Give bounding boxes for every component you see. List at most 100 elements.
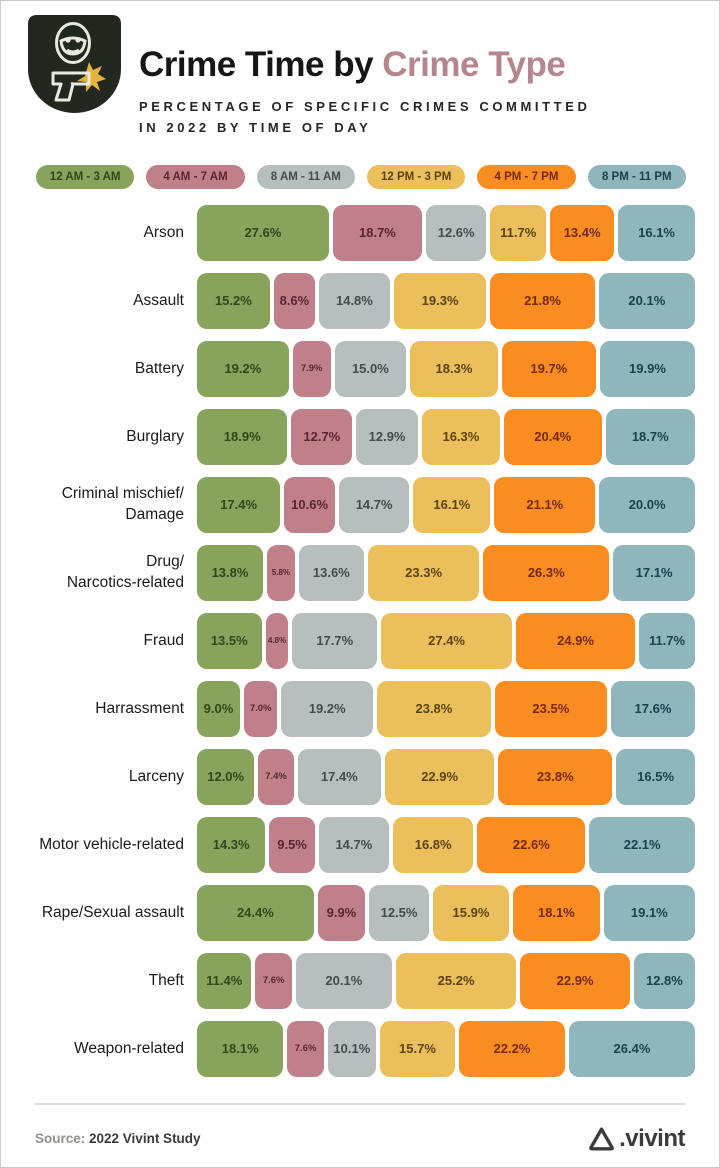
bar-segment: 10.1%	[327, 1020, 376, 1077]
chart-row: Fraud 13.5% 4.8% 17.7% 27.4% 24.9% 11.7%	[29, 612, 695, 669]
bar-segments: 19.2% 7.9% 15.0% 18.3% 19.7% 19.9%	[197, 340, 696, 397]
bar-segment: 17.1%	[613, 544, 695, 601]
legend-pill-2: 4 AM - 7 AM	[146, 164, 245, 189]
bar-segment: 17.6%	[610, 680, 696, 737]
bar-segment: 15.0%	[334, 340, 407, 397]
bar-segment: 19.9%	[599, 340, 696, 397]
bar-segments: 18.9% 12.7% 12.9% 16.3% 20.4% 18.7%	[197, 408, 695, 465]
robber-gun-badge-icon	[26, 13, 123, 113]
row-label: Drug/Narcotics-related	[66, 553, 184, 591]
header: Crime Time by Crime Type PERCENTAGE OF S…	[1, 11, 719, 139]
bar-segment: 12.6%	[426, 204, 487, 261]
title-block: Crime Time by Crime Type PERCENTAGE OF S…	[139, 13, 590, 139]
row-label: Assault	[133, 291, 184, 309]
legend-pill-1: 12 AM - 3 AM	[36, 164, 135, 189]
bar-segment: 22.2%	[458, 1020, 565, 1077]
bar-segment: 22.9%	[384, 748, 495, 805]
bar-segment: 20.1%	[598, 272, 695, 329]
bar-segment: 26.4%	[568, 1020, 696, 1077]
page-title: Crime Time by Crime Type	[139, 45, 590, 84]
title-black: Crime Time by	[139, 45, 383, 84]
brand-text: .vivint	[619, 1124, 685, 1152]
source-label: Source:	[35, 1131, 86, 1147]
bar-segment: 17.7%	[292, 612, 378, 669]
chart-row: Drug/Narcotics-related 13.8% 5.8% 13.6% 23.3…	[29, 544, 695, 601]
bar-segment: 16.1%	[413, 476, 491, 533]
chart-row: Assault 15.2% 8.6% 14.8% 19.3% 21.8% 20.1%	[29, 272, 695, 329]
chart-row: Arson 27.6% 18.7% 12.6% 11.7% 13.4% 16.1%	[29, 204, 695, 261]
bar-segment: 11.7%	[490, 204, 547, 261]
bar-segment: 20.0%	[599, 476, 695, 533]
bar-segment: 14.7%	[338, 476, 410, 533]
source-text: 2022 Vivint Study	[85, 1131, 201, 1147]
vivint-logo: .vivint	[588, 1125, 685, 1153]
bar-segment: 19.2%	[281, 680, 374, 737]
bar-segment: 27.6%	[197, 204, 329, 261]
bar-segments: 15.2% 8.6% 14.8% 19.3% 21.8% 20.1%	[197, 272, 695, 329]
legend-pill-6: 8 PM - 11 PM	[587, 164, 686, 189]
bar-segments: 12.0% 7.4% 17.4% 22.9% 23.8% 16.5%	[197, 748, 696, 805]
bar-segment: 16.8%	[393, 816, 474, 873]
bar-segment: 22.1%	[589, 816, 695, 873]
row-label: Battery	[134, 359, 184, 377]
bar-segment: 9.0%	[197, 680, 240, 737]
muzzle-flash-icon	[77, 62, 106, 92]
subtitle-line-1: PERCENTAGE OF SPECIFIC CRIMES COMMITTED	[139, 98, 591, 114]
bar-segment: 7.0%	[243, 680, 278, 737]
row-label: Arson	[143, 223, 185, 241]
bar-segment: 23.3%	[367, 544, 480, 601]
bar-segment: 25.2%	[395, 952, 517, 1009]
bar-segment: 15.2%	[197, 272, 270, 329]
bar-segments: 13.8% 5.8% 13.6% 23.3% 26.3% 17.1%	[197, 544, 695, 601]
bar-segment: 12.9%	[356, 408, 418, 465]
bar-segment: 10.6%	[284, 476, 335, 533]
bar-segment: 8.6%	[273, 272, 315, 329]
legend-pill-3: 8 AM - 11 AM	[256, 164, 355, 189]
bar-segment: 13.4%	[550, 204, 615, 261]
bar-segment: 18.7%	[605, 408, 695, 465]
row-label: Fraud	[143, 631, 185, 649]
bar-segments: 11.4% 7.6% 20.1% 25.2% 22.9% 12.8%	[197, 952, 695, 1009]
bar-segment: 26.3%	[483, 544, 610, 601]
bar-segment: 17.4%	[297, 748, 381, 805]
bar-segments: 9.0% 7.0% 19.2% 23.8% 23.5% 17.6%	[197, 680, 696, 737]
bar-segment: 18.7%	[332, 204, 423, 261]
badge-svg	[28, 15, 121, 113]
bar-segment: 13.5%	[197, 612, 262, 669]
bar-segment: 18.3%	[410, 340, 498, 397]
bar-segment: 19.7%	[501, 340, 596, 397]
subtitle-line-2: IN 2022 BY TIME OF DAY	[139, 120, 372, 136]
row-label: Larceny	[128, 767, 184, 785]
bar-segment: 7.6%	[287, 1020, 324, 1077]
row-label: Motor vehicle-related	[39, 835, 184, 853]
row-label: Weapon-related	[73, 1039, 184, 1057]
chart-row: Burglary 18.9% 12.7% 12.9% 16.3% 20.4% 18.7%	[29, 408, 695, 465]
bar-segment: 19.1%	[603, 884, 696, 941]
chart-row: Rape/Sexual assault 24.4% 9.9% 12.5% 15.9% 18…	[29, 884, 696, 941]
legend-pill-5: 4 PM - 7 PM	[477, 164, 576, 189]
bar-segment: 23.8%	[498, 748, 613, 805]
bar-segments: 17.4% 10.6% 14.7% 16.1% 21.1% 20.0%	[197, 476, 695, 533]
footer: Source: 2022 Vivint Study .vivint	[35, 1102, 685, 1153]
legend: 12 AM - 3 AM 4 AM - 7 AM 8 AM - 11 AM 12 PM…	[36, 164, 686, 189]
row-label: Rape/Sexual assault	[41, 903, 184, 921]
bar-segment: 13.8%	[197, 544, 264, 601]
bar-segment: 23.5%	[494, 680, 607, 737]
row-label: Criminal mischief/Damage	[61, 485, 184, 523]
bar-segments: 13.5% 4.8% 17.7% 27.4% 24.9% 11.7%	[197, 612, 695, 669]
gun-icon	[51, 71, 91, 102]
source-note: Source: 2022 Vivint Study	[35, 1131, 201, 1146]
bar-segments: 14.3% 9.5% 14.7% 16.8% 22.6% 22.1%	[197, 816, 695, 873]
bar-segment: 19.2%	[197, 340, 289, 397]
bar-segment: 14.3%	[197, 816, 266, 873]
bar-segment: 15.9%	[432, 884, 510, 941]
bar-segment: 12.0%	[197, 748, 255, 805]
bar-segment: 12.5%	[369, 884, 429, 941]
bar-segment: 21.8%	[490, 272, 595, 329]
chart-row: Theft 11.4% 7.6% 20.1% 25.2% 22.9% 12.8%	[29, 952, 695, 1009]
bar-segment: 16.3%	[421, 408, 500, 465]
legend-pill-4: 12 PM - 3 PM	[366, 164, 466, 189]
chart-row: Harrassment 9.0% 7.0% 19.2% 23.8% 23.5% 17.6%	[29, 680, 696, 737]
bar-segment: 12.8%	[633, 952, 695, 1009]
